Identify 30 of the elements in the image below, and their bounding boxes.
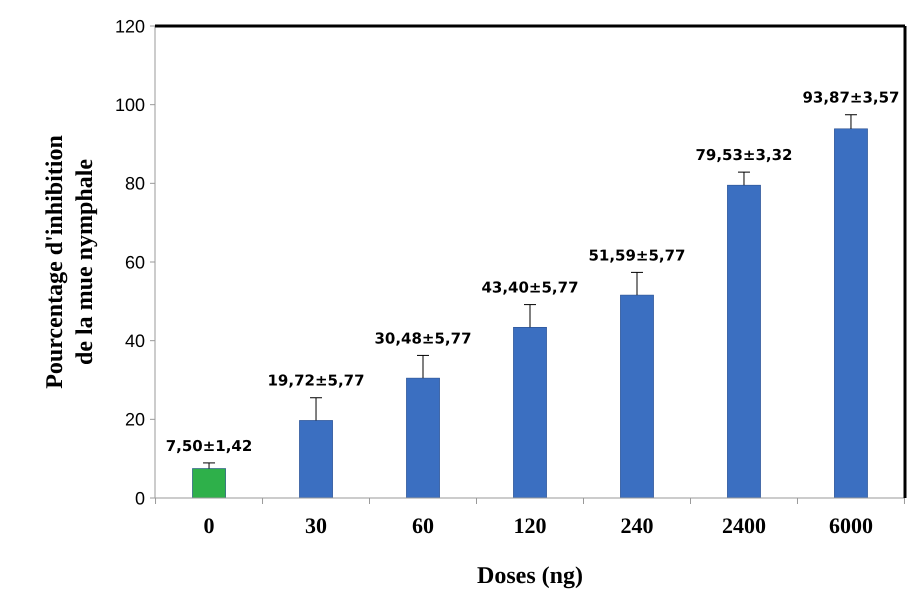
y-tick-label: 80 (124, 174, 145, 194)
bar (834, 128, 868, 498)
bar (727, 184, 761, 498)
x-tick-label: 60 (412, 513, 434, 538)
y-axis-title: Pourcentage d'inhibition de la mue nymphale (42, 135, 98, 389)
data-label: 7,50±1,42 (166, 436, 252, 455)
x-tick-label: 30 (305, 513, 328, 538)
x-tick-label: 240 (620, 513, 654, 538)
x-tick-label: 2400 (722, 513, 766, 538)
data-label: 30,48±5,77 (374, 329, 472, 348)
x-axis-title: Doses (ng) (477, 563, 583, 589)
x-tick-label: 120 (514, 513, 546, 538)
data-label: 43,40±5,77 (481, 278, 579, 297)
bar (620, 294, 654, 498)
x-tick-label: 6000 (828, 513, 873, 538)
data-label: 19,72±5,77 (268, 372, 365, 390)
y-tick-label: 20 (124, 410, 145, 430)
data-label: 93,87±3,57 (802, 88, 900, 107)
data-label: 79,53±3,32 (695, 146, 792, 164)
data-label: 51,59±5,77 (588, 246, 686, 264)
y-tick-label: 0 (134, 488, 145, 508)
y-tick-label: 120 (114, 16, 145, 36)
y-tick-label: 100 (114, 94, 145, 115)
bar (192, 468, 226, 498)
y-tick-label: 60 (124, 252, 145, 272)
bar (406, 378, 440, 498)
x-tick-label: 0 (204, 513, 215, 538)
bar (299, 420, 333, 498)
y-tick-label: 40 (124, 330, 145, 351)
bar (513, 326, 547, 498)
